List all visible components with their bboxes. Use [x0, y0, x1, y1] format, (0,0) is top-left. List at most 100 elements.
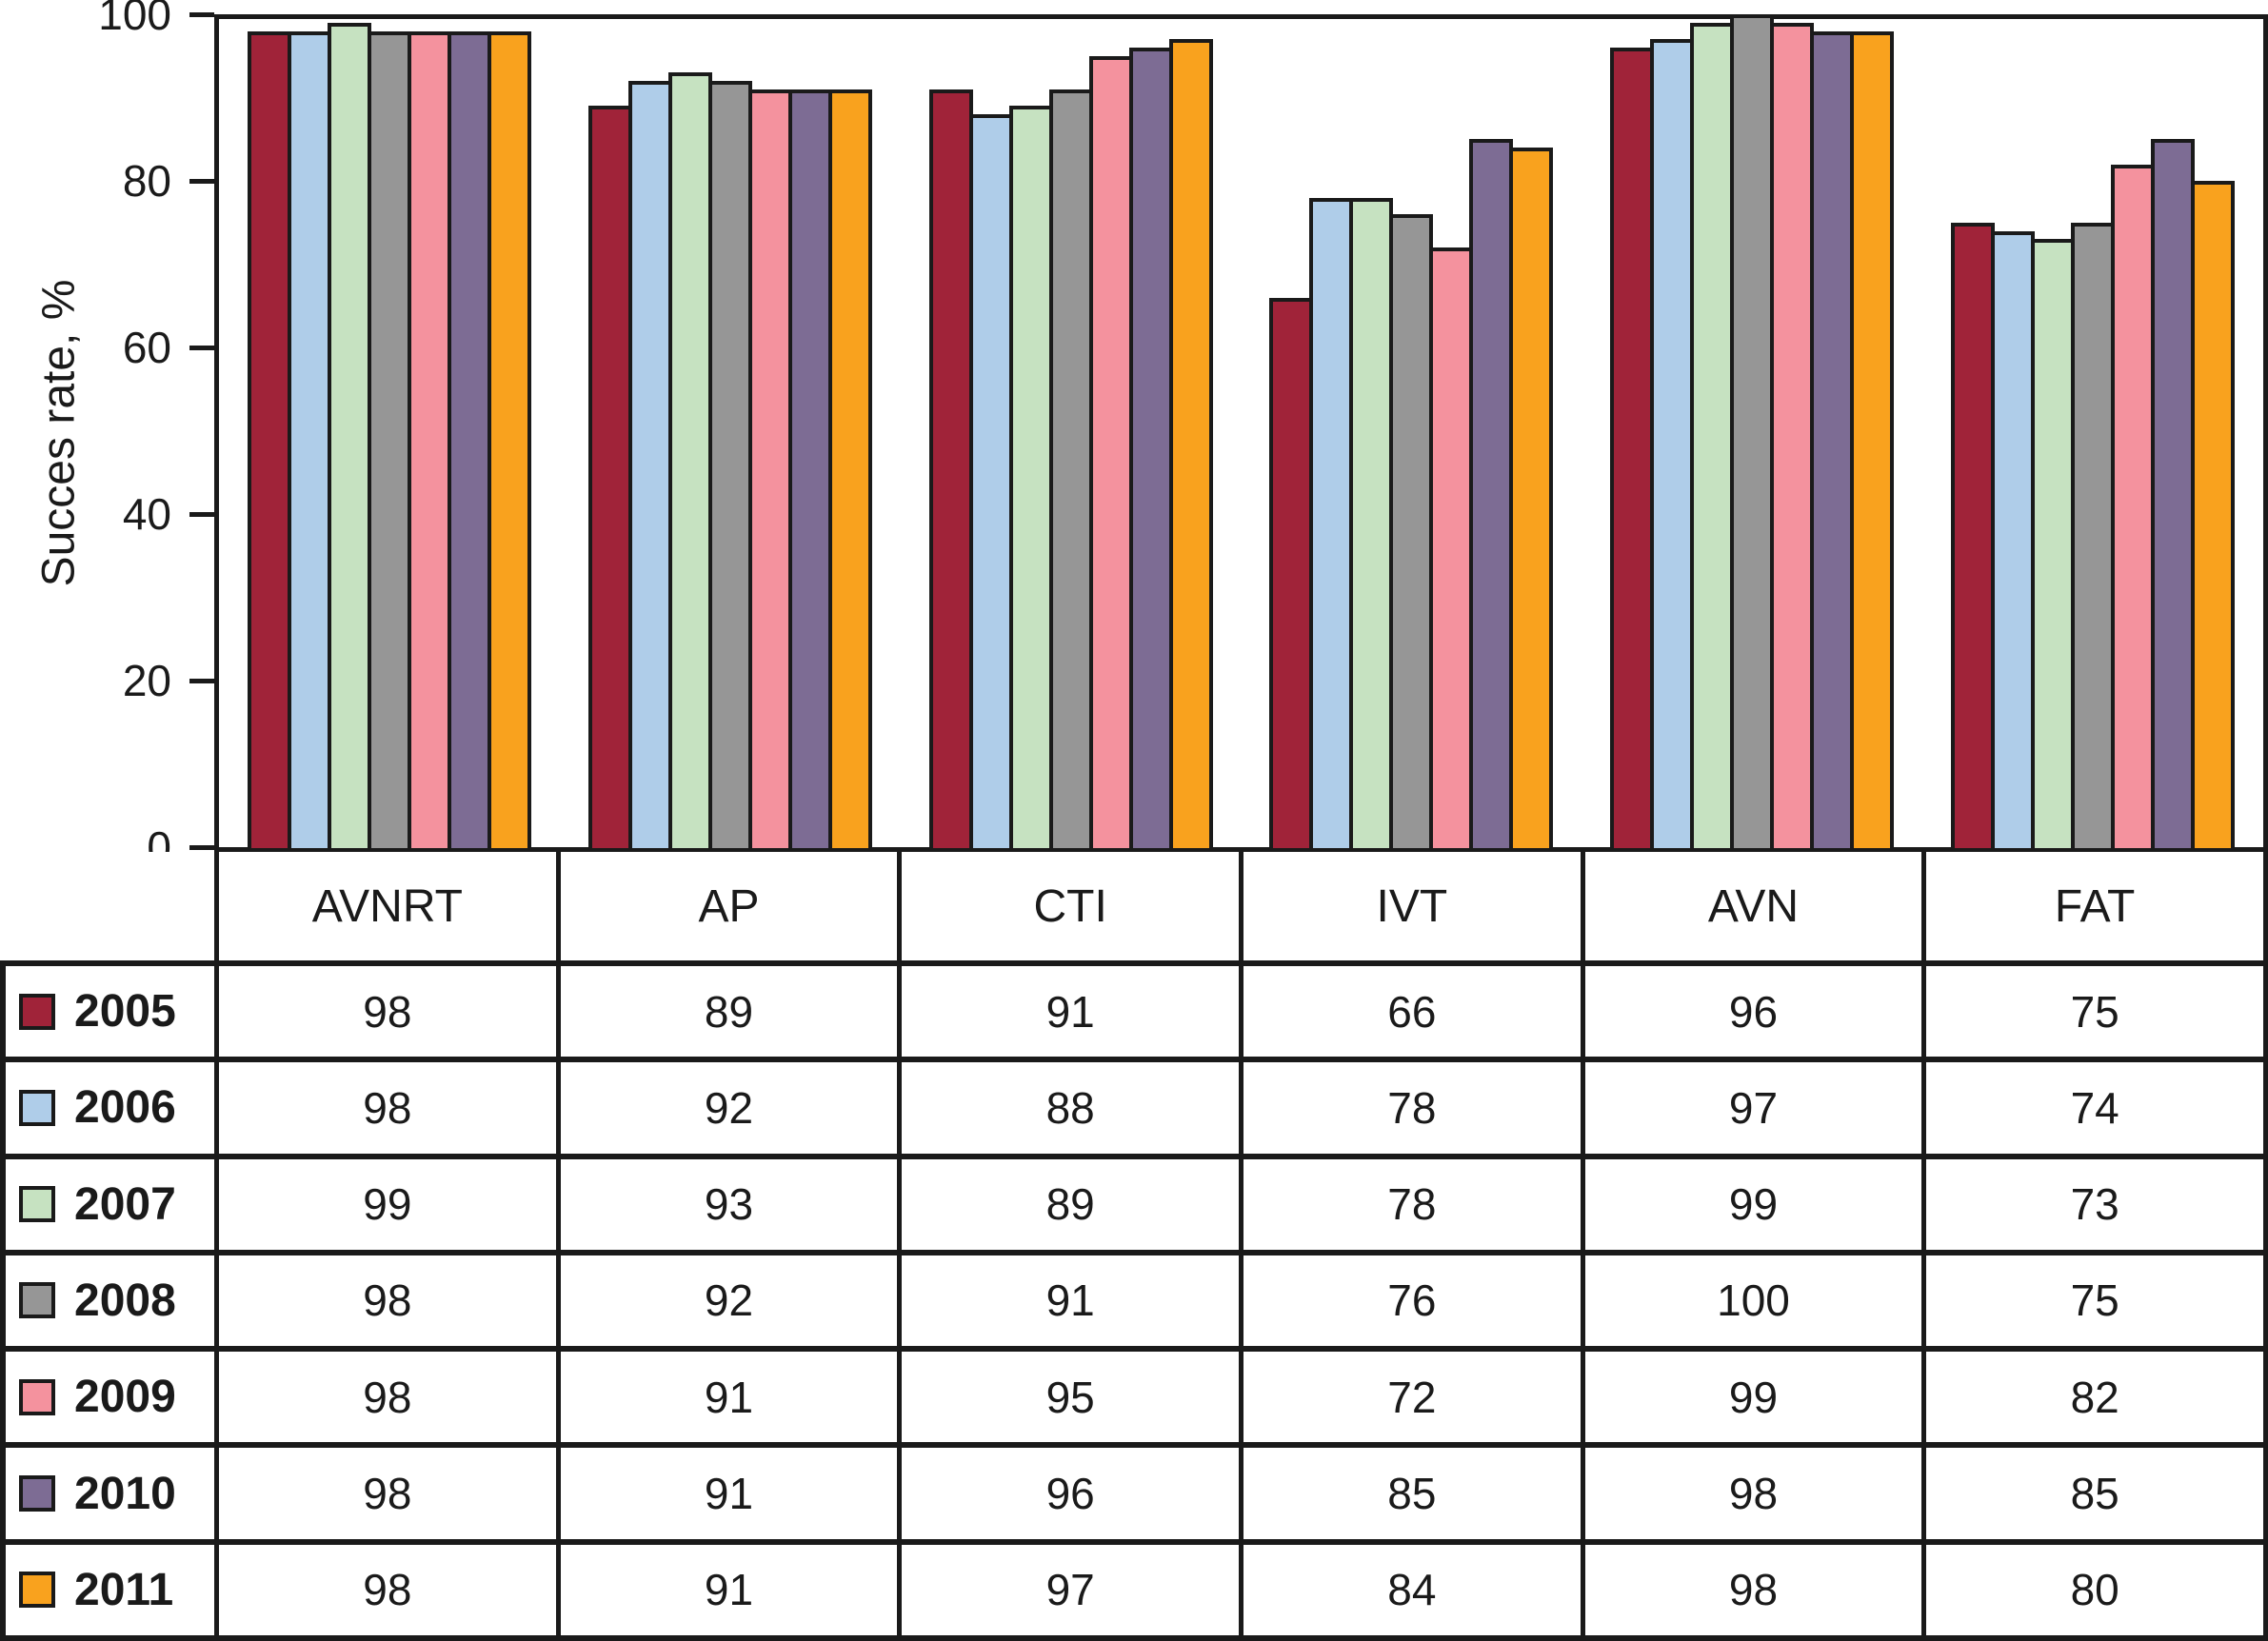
legend-year-label: 2006	[74, 1082, 176, 1134]
value-AVN-2006: 97	[1584, 1062, 1927, 1159]
value-AVN-2007: 99	[1584, 1158, 1927, 1255]
bar-AVNRT-2006	[287, 30, 331, 852]
bar-CTI-2009	[1088, 55, 1133, 852]
value-CTI-2010: 96	[902, 1448, 1243, 1545]
bar-AVN-2009	[1770, 22, 1815, 852]
bar-CTI-2011	[1168, 39, 1213, 852]
value-IVT-2010: 85	[1243, 1448, 1585, 1545]
value-CTI-2006: 88	[902, 1062, 1243, 1159]
value-AVNRT-2005: 98	[219, 966, 561, 1063]
legend-cell-2007: 2007	[0, 1158, 219, 1255]
value-AVN-2008: 100	[1584, 1255, 1927, 1353]
bar-AVN-2010	[1810, 30, 1855, 852]
bar-IVT-2008	[1389, 214, 1434, 852]
legend-cell-2008: 2008	[0, 1255, 219, 1353]
bar-FAT-2008	[2071, 222, 2116, 852]
bar-AP-2008	[707, 81, 752, 852]
value-AVNRT-2008: 98	[219, 1255, 561, 1353]
bar-AVNRT-2011	[487, 30, 531, 852]
value-AP-2011: 91	[560, 1544, 903, 1641]
legend-swatch-2006	[19, 1089, 55, 1126]
legend-year-label: 2011	[74, 1564, 174, 1615]
legend-year-label: 2008	[74, 1275, 176, 1326]
bar-AP-2010	[787, 89, 832, 852]
legend-swatch-2010	[19, 1475, 55, 1512]
bar-FAT-2010	[2151, 139, 2196, 852]
y-tick-mark-0	[189, 844, 214, 850]
legend-swatch-2009	[19, 1378, 55, 1415]
bar-IVT-2010	[1469, 139, 1514, 852]
y-tick-mark-100	[189, 11, 214, 17]
bar-AP-2007	[667, 72, 712, 852]
value-CTI-2011: 97	[902, 1544, 1243, 1641]
value-IVT-2008: 76	[1243, 1255, 1585, 1353]
y-tick-label-60: 60	[122, 323, 171, 372]
value-AP-2008: 92	[560, 1255, 903, 1353]
legend-cell-2010: 2010	[0, 1448, 219, 1545]
legend-cell-2005: 2005	[0, 966, 219, 1063]
data-table: AVNRT AP CTI IVT AVN FAT 2005 98 89 91 66 96 75 2006 9…	[0, 852, 2268, 1641]
bar-FAT-2006	[1991, 230, 2036, 852]
value-CTI-2009: 95	[902, 1352, 1243, 1449]
y-tick-mark-40	[189, 511, 214, 517]
bar-AP-2006	[627, 81, 672, 852]
value-CTI-2008: 91	[902, 1255, 1243, 1353]
legend-swatch-2008	[19, 1282, 55, 1319]
value-AVN-2005: 96	[1584, 966, 1927, 1063]
bar-AP-2005	[587, 106, 632, 852]
bar-IVT-2007	[1349, 197, 1394, 852]
y-tick-mark-60	[189, 345, 214, 350]
bar-CTI-2005	[928, 89, 973, 852]
plot-area: Succes rate, % 0 20 40 60 80 100	[34, 0, 2268, 872]
value-AVNRT-2010: 98	[219, 1448, 561, 1545]
value-AVNRT-2007: 99	[219, 1158, 561, 1255]
legend-cell-2009: 2009	[0, 1352, 219, 1449]
value-IVT-2007: 78	[1243, 1158, 1585, 1255]
column-header-FAT: FAT	[1926, 852, 2268, 966]
column-header-AP: AP	[560, 852, 903, 966]
bar-AVN-2007	[1690, 22, 1735, 852]
table-corner-cell	[0, 852, 219, 966]
bar-FAT-2009	[2111, 164, 2156, 852]
bar-IVT-2005	[1269, 297, 1314, 852]
bar-AVN-2005	[1610, 48, 1655, 852]
value-FAT-2011: 80	[1926, 1544, 2268, 1641]
bar-AP-2009	[747, 89, 792, 852]
y-tick-label-40: 40	[122, 489, 171, 539]
y-tick-label-20: 20	[122, 656, 171, 705]
value-AVN-2009: 99	[1584, 1352, 1927, 1449]
bar-FAT-2011	[2191, 181, 2236, 852]
column-header-CTI: CTI	[902, 852, 1243, 966]
value-AP-2005: 89	[560, 966, 903, 1063]
value-CTI-2007: 89	[902, 1158, 1243, 1255]
value-AVNRT-2009: 98	[219, 1352, 561, 1449]
value-AP-2006: 92	[560, 1062, 903, 1159]
bar-AVN-2008	[1730, 14, 1775, 852]
bar-FAT-2005	[1951, 222, 1996, 852]
bar-AVNRT-2005	[247, 30, 291, 852]
value-AVNRT-2006: 98	[219, 1062, 561, 1159]
bar-IVT-2011	[1509, 148, 1554, 852]
bar-AVN-2006	[1650, 39, 1695, 852]
legend-year-label: 2005	[74, 986, 176, 1038]
column-header-AVN: AVN	[1584, 852, 1927, 966]
value-FAT-2010: 85	[1926, 1448, 2268, 1545]
value-AVN-2011: 98	[1584, 1544, 1927, 1641]
legend-swatch-2007	[19, 1186, 55, 1223]
y-tick-label-100: 100	[98, 0, 171, 39]
value-FAT-2007: 73	[1926, 1158, 2268, 1255]
value-IVT-2006: 78	[1243, 1062, 1585, 1159]
bar-IVT-2009	[1429, 247, 1474, 852]
y-tick-mark-80	[189, 178, 214, 184]
bar-IVT-2006	[1309, 197, 1354, 852]
value-AP-2007: 93	[560, 1158, 903, 1255]
value-FAT-2006: 74	[1926, 1062, 2268, 1159]
bar-CTI-2010	[1128, 48, 1173, 852]
bar-FAT-2007	[2031, 239, 2076, 852]
bar-AVNRT-2010	[447, 30, 491, 852]
value-AP-2010: 91	[560, 1448, 903, 1545]
legend-year-label: 2009	[74, 1372, 176, 1423]
value-FAT-2005: 75	[1926, 966, 2268, 1063]
legend-cell-2006: 2006	[0, 1062, 219, 1159]
